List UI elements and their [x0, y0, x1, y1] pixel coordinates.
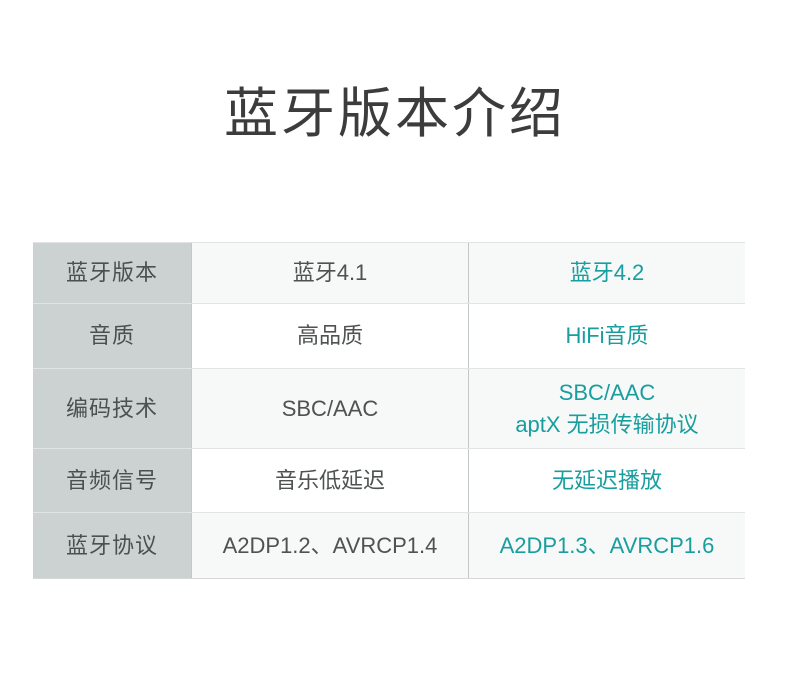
- new-version-cell: HiFi音质: [469, 304, 745, 368]
- row-label-cell: 蓝牙版本: [33, 243, 192, 303]
- table-row: 蓝牙协议 A2DP1.2、AVRCP1.4 A2DP1.3、AVRCP1.6: [33, 513, 745, 578]
- old-version-cell: 高品质: [192, 304, 469, 368]
- row-label-cell: 蓝牙协议: [33, 513, 192, 578]
- row-label-cell: 编码技术: [33, 369, 192, 448]
- old-version-cell: 音乐低延迟: [192, 449, 469, 512]
- row-label-cell: 音质: [33, 304, 192, 368]
- page-title: 蓝牙版本介绍: [224, 84, 566, 144]
- table-row: 音频信号 音乐低延迟 无延迟播放: [33, 449, 745, 513]
- new-version-cell: 蓝牙4.2: [469, 243, 745, 303]
- old-version-cell: A2DP1.2、AVRCP1.4: [192, 513, 469, 578]
- new-version-cell: A2DP1.3、AVRCP1.6: [469, 513, 745, 578]
- new-version-cell: SBC/AAC aptX 无损传输协议: [469, 369, 745, 448]
- row-label-cell: 音频信号: [33, 449, 192, 512]
- old-version-cell: SBC/AAC: [192, 369, 469, 448]
- table-row: 蓝牙版本 蓝牙4.1 蓝牙4.2: [33, 243, 745, 304]
- old-version-cell: 蓝牙4.1: [192, 243, 469, 303]
- new-version-cell: 无延迟播放: [469, 449, 745, 512]
- bluetooth-comparison-table: 蓝牙版本 蓝牙4.1 蓝牙4.2 音质 高品质 HiFi音质 编码技术 SBC/…: [33, 242, 745, 579]
- table-row: 编码技术 SBC/AAC SBC/AAC aptX 无损传输协议: [33, 369, 745, 449]
- table-row: 音质 高品质 HiFi音质: [33, 304, 745, 369]
